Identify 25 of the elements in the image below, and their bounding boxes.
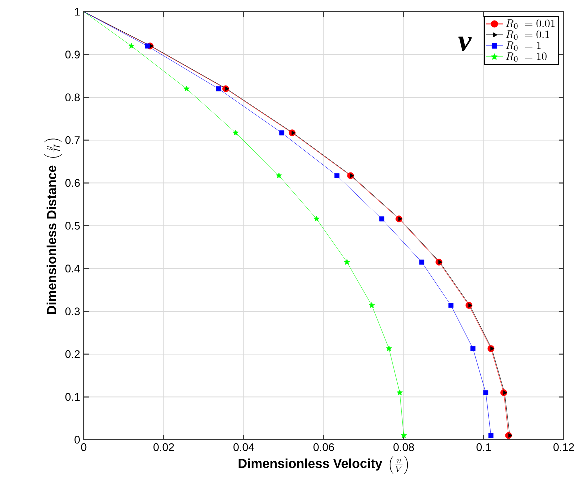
legend-label: $R_0\ = 0.1$ [506,30,550,40]
y-tick-label: 0.6 [66,179,80,188]
x-tick-label: 0 [81,444,87,452]
y-tick-label: 0.9 [66,50,80,59]
y-tick-label: 0.3 [66,308,80,316]
x-tick-label: 0.04 [234,444,254,452]
legend-label: $R_0\ = 1$ [506,42,541,51]
x-tick-label: 0.02 [154,444,174,452]
x-tick-label: 0.08 [394,444,414,452]
legend-label: $R_0\ = 10$ [506,52,547,62]
y-tick-label: 0.2 [66,350,80,358]
x-tick-label: 0.1 [476,444,492,452]
y-tick-label: 1 [75,8,80,16]
y-tick-label: 0.8 [66,94,80,102]
legend-label: $R_0\ = 0.01$ [506,20,555,29]
y-tick-label: 0.1 [66,393,80,402]
y-tick-label: 0 [74,436,80,444]
x-tick-label: 0.06 [314,444,334,452]
x-axis-title: $\textbf{Dimensionless Velocity}\ \left(\frac{v}{V}\right)$ [238,456,408,474]
annotation: v [458,36,472,52]
y-tick-label: 0.7 [66,136,80,144]
y-tick-label: 0.5 [66,222,80,230]
x-tick-label: 0.12 [554,444,574,452]
y-tick-label: 0.4 [66,264,80,273]
y-axis-title: $\textbf{Dimensionless Distance}\ \left(\frac{y}{H}\right)$ [44,138,62,314]
